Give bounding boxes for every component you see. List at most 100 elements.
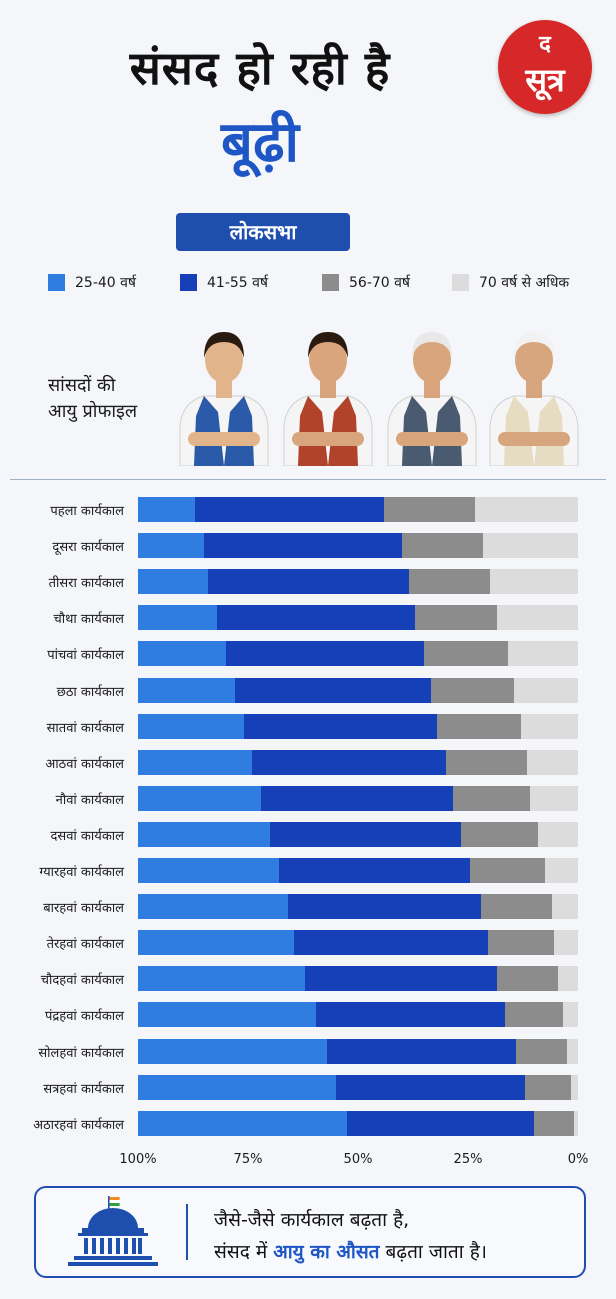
bar-segment: [226, 641, 424, 667]
bar-segment: [520, 713, 578, 739]
bar-segment: [261, 785, 453, 811]
x-tick-label: 75%: [233, 1152, 263, 1167]
bar-segment: [316, 1002, 506, 1028]
bar-segment: [415, 605, 497, 631]
bar-segment: [514, 677, 578, 703]
bar-segment: [138, 713, 244, 739]
bar-segment: [507, 641, 578, 667]
legend-label: 41-55 वर्ष: [207, 275, 269, 291]
bar-segment: [481, 894, 552, 920]
row-label: सोलहवां कार्यकाल: [38, 1045, 124, 1061]
bar-segment: [534, 1110, 574, 1136]
legend-label: 56-70 वर्ष: [349, 275, 411, 291]
bar-segment: [408, 569, 490, 595]
senior-mp-avatar: [387, 332, 477, 466]
footer-callout: जैसे-जैसे कार्यकाल बढ़ता है, संसद में आय…: [34, 1186, 586, 1278]
bar-segment: [474, 497, 578, 522]
age-profile-label: सांसदों की आयु प्रोफाइल: [48, 373, 178, 425]
row-label: नौवां कार्यकाल: [55, 792, 124, 808]
bar-segment: [217, 605, 416, 631]
legend-swatch: [180, 274, 197, 291]
bar-segment: [483, 533, 578, 559]
logo-top-text: द: [539, 32, 551, 57]
bar-segment: [545, 858, 578, 883]
bar-segment: [138, 605, 218, 631]
bar-segment: [204, 533, 402, 559]
row-label: पांचवां कार्यकाल: [47, 648, 124, 664]
x-tick-label: 0%: [567, 1152, 589, 1167]
legend-label: 25-40 वर्ष: [75, 275, 137, 291]
bar-segment: [270, 821, 462, 847]
lok-sabha-pill: लोकसभा: [176, 213, 350, 251]
the-sootr-logo: द सूत्र: [498, 20, 592, 114]
age-profile-line-1: सांसदों की: [48, 375, 116, 396]
bar-segment: [138, 641, 226, 667]
footer-line-2-start: संसद में: [214, 1241, 274, 1263]
bar-segment: [243, 713, 438, 739]
bar-segment: [138, 1038, 328, 1064]
logo-bottom-text: सूत्र: [525, 61, 565, 99]
footer-line-1: जैसे-जैसे कार्यकाल बढ़ता है,: [214, 1209, 410, 1231]
bar-segment: [567, 1038, 578, 1064]
bar-segment: [452, 785, 530, 811]
legend-label: 70 वर्ष से अधिक: [479, 275, 570, 291]
footer-separator: [186, 1204, 188, 1260]
bar-segment: [195, 497, 385, 522]
legend-swatch: [48, 274, 65, 291]
legend-swatch: [322, 274, 339, 291]
elder-mp-avatar: [489, 332, 579, 466]
row-label: चौथा कार्यकाल: [53, 612, 125, 628]
row-label: बारहवां कार्यकाल: [43, 901, 124, 917]
bar-segment: [327, 1038, 517, 1064]
bar-segment: [278, 858, 471, 883]
row-label: तेरहवां कार्यकाल: [46, 937, 124, 953]
bar-segment: [470, 858, 545, 883]
row-label: पंद्रहवां कार्यकाल: [45, 1009, 124, 1025]
middle-mp-avatar: [283, 332, 373, 466]
bar-segment: [138, 966, 306, 992]
bar-segment: [138, 749, 253, 775]
bar-segment: [138, 930, 295, 956]
young-mp-avatar: [179, 332, 269, 466]
bar-segment: [138, 1002, 317, 1028]
x-tick-label: 100%: [119, 1152, 157, 1167]
bar-segment: [138, 858, 279, 883]
bar-segment: [490, 569, 578, 595]
footer-line-2-end: बढ़ता जाता है।: [379, 1241, 487, 1263]
section-divider: [10, 479, 606, 480]
bar-segment: [496, 605, 578, 631]
bar-segment: [138, 785, 262, 811]
bar-segment: [573, 1110, 578, 1136]
row-label: दसवां कार्यकाल: [50, 828, 124, 844]
footer-line-2: संसद में आयु का औसत बढ़ता जाता है।: [214, 1238, 487, 1264]
footer-highlight: आयु का औसत: [273, 1241, 380, 1263]
bar-segment: [430, 677, 515, 703]
bar-segment: [437, 713, 521, 739]
bar-segment: [287, 894, 482, 920]
row-label: छठा कार्यकाल: [56, 684, 124, 700]
legend: 25-40 वर्ष 41-55 वर्ष 56-70 वर्ष 70 वर्ष…: [0, 271, 616, 295]
bar-segment: [529, 785, 578, 811]
bar-segment: [461, 821, 539, 847]
bar-segment: [138, 497, 196, 522]
bar-segment: [138, 821, 270, 847]
bar-segment: [384, 497, 475, 522]
bar-segment: [553, 930, 578, 956]
bar-segment: [138, 533, 204, 559]
row-label: आठवां कार्यकाल: [45, 756, 124, 772]
bar-segment: [336, 1074, 526, 1100]
x-tick-label: 25%: [453, 1152, 483, 1167]
bar-segment: [558, 966, 578, 992]
row-label: पहला कार्यकाल: [50, 504, 124, 519]
bar-segment: [487, 930, 554, 956]
bar-segment: [138, 1110, 347, 1136]
bar-segment: [234, 677, 431, 703]
row-label: अठारहवां कार्यकाल: [33, 1117, 124, 1133]
row-label: सातवां कार्यकाल: [46, 720, 124, 736]
bar-segment: [347, 1110, 534, 1136]
bar-segment: [496, 966, 559, 992]
bar-segment: [571, 1074, 578, 1100]
title-line-1: संसद हो रही है: [129, 41, 391, 95]
bar-segment: [138, 1074, 336, 1100]
bar-segment: [538, 821, 578, 847]
